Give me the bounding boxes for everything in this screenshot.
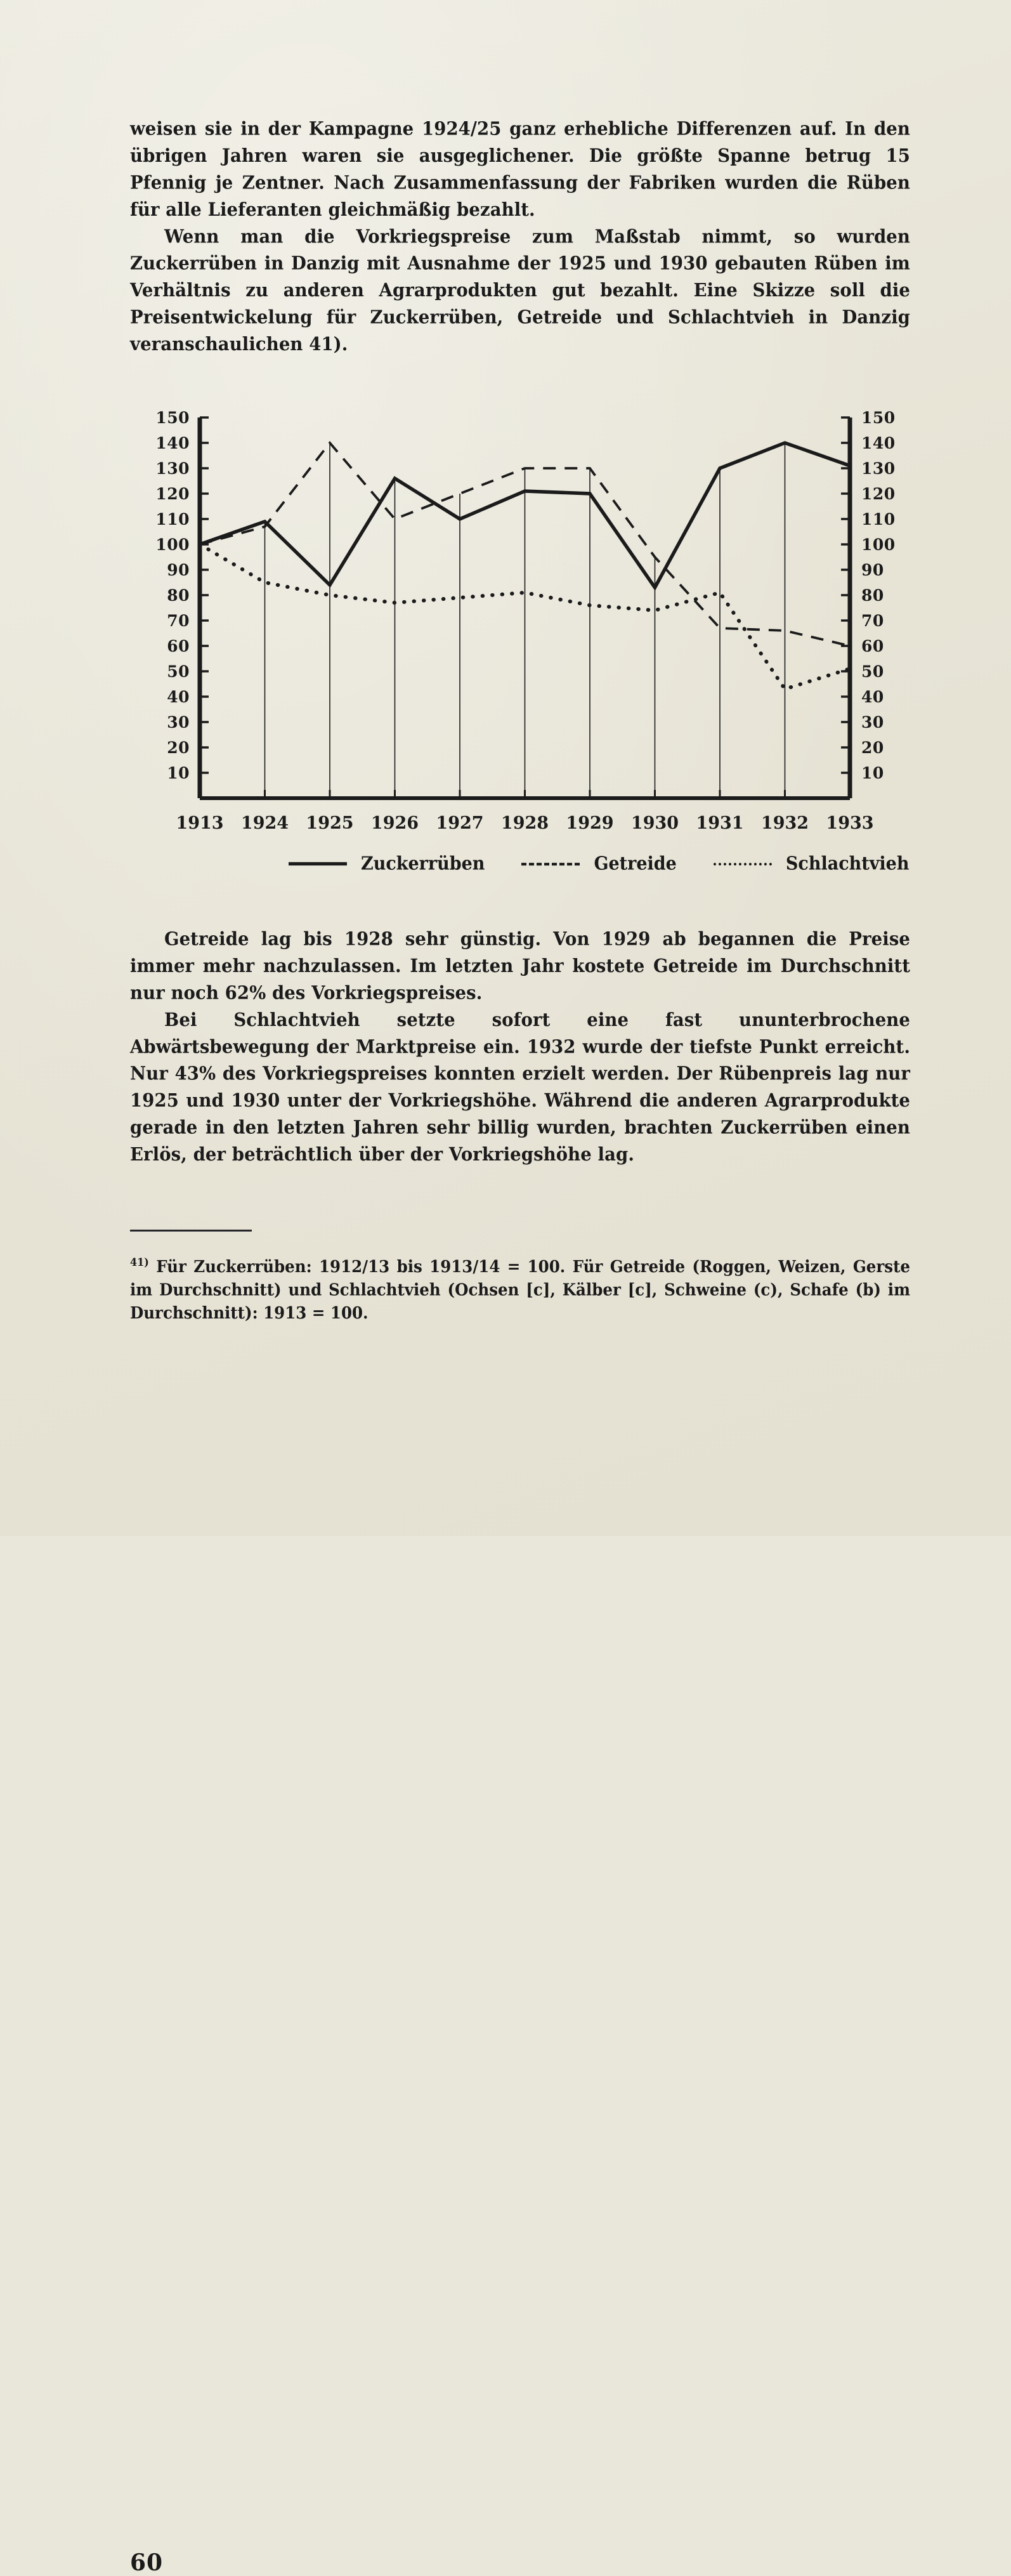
- chart-y-label-right: 40: [861, 688, 884, 706]
- legend-swatch-dashed: [521, 862, 580, 865]
- legend-label-zuckerruben: Zuckerrüben: [361, 853, 485, 874]
- chart-y-label-right: 20: [861, 739, 884, 757]
- chart-y-label-left: 40: [167, 688, 190, 706]
- top-text-block: weisen sie in der Kampagne 1924/25 ganz …: [130, 115, 910, 355]
- paragraph-3: Getreide lag bis 1928 sehr günstig. Von …: [130, 928, 910, 1004]
- chart-series-solid: [199, 441, 851, 591]
- chart-x-label: 1924: [241, 813, 289, 833]
- chart-y-label-left: 60: [167, 637, 190, 655]
- chart-series-dashed: [199, 440, 851, 647]
- chart-y-label-right: 10: [861, 764, 884, 782]
- legend-swatch-dotted: [713, 862, 772, 865]
- page-background: [0, 0, 1011, 1536]
- legend-label-getreide: Getreide: [594, 853, 677, 874]
- chart-y-label-left: 90: [167, 561, 190, 579]
- chart-y-label-left: 110: [155, 510, 190, 529]
- chart-x-label: 1913: [176, 813, 223, 833]
- chart-y-label-left: 20: [167, 739, 190, 757]
- footnote-block: 41) Für Zuckerrüben: 1912/13 bis 1913/14…: [130, 1230, 910, 2576]
- chart-x-label: 1928: [501, 813, 549, 833]
- chart-y-label-left: 80: [167, 586, 190, 605]
- chart-y-label-left: 70: [167, 612, 190, 630]
- chart-y-label-right: 50: [861, 662, 884, 681]
- chart-y-label-right: 80: [861, 586, 884, 605]
- paragraph-group-top: weisen sie in der Kampagne 1924/25 ganz …: [130, 115, 910, 358]
- chart-x-label: 1932: [761, 813, 809, 833]
- chart-y-label-right: 100: [861, 536, 896, 554]
- footnote-text-wrap: 41) Für Zuckerrüben: 1912/13 bis 1913/14…: [130, 1251, 910, 1325]
- chart-y-label-right: 150: [861, 409, 896, 427]
- paragraph-4: Bei Schlachtvieh setzte sofort eine fast…: [130, 1009, 910, 1166]
- legend-label-schlachtvieh: Schlachtvieh: [785, 853, 910, 874]
- chart-y-label-left: 150: [155, 409, 190, 427]
- paragraph-group-bottom: Getreide lag bis 1928 sehr günstig. Von …: [130, 926, 910, 1168]
- chart-y-label-right: 120: [861, 485, 896, 503]
- chart-x-label: 1929: [566, 813, 613, 833]
- chart-y-label-left: 120: [155, 485, 190, 503]
- chart-x-label: 1927: [436, 813, 483, 833]
- chart-x-label: 1926: [371, 813, 419, 833]
- price-development-chart: 150 150 140 140 130 130 120 120 110 110 100 100 90 90…: [124, 406, 923, 876]
- footnote-text: 41) Für Zuckerrüben: 1912/13 bis 1913/14…: [130, 1251, 910, 1325]
- chart-x-label: 1930: [631, 813, 679, 833]
- paragraph-2: Wenn man die Vorkriegspreise zum Maßstab…: [130, 225, 910, 355]
- chart-y-label-left: 140: [155, 434, 190, 452]
- legend-swatch-solid: [289, 862, 347, 866]
- chart-y-label-left: 50: [167, 662, 190, 681]
- chart-y-label-right: 140: [861, 434, 896, 452]
- chart-y-label-right: 70: [861, 612, 884, 630]
- footnote-divider: [130, 1230, 252, 1232]
- chart-y-label-right: 90: [861, 561, 884, 579]
- chart-y-label-right: 30: [861, 713, 884, 732]
- chart-y-label-right: 110: [861, 510, 896, 529]
- chart-x-label: 1933: [826, 813, 873, 833]
- chart-y-label-left: 30: [167, 713, 190, 732]
- chart-series-dotted: [198, 542, 852, 692]
- chart-x-label: 1931: [696, 813, 743, 833]
- paragraph-1: weisen sie in der Kampagne 1924/25 ganz …: [130, 118, 910, 221]
- chart-y-label-right: 60: [861, 637, 884, 655]
- chart-legend: Zuckerrüben Getreide Schlachtvieh: [289, 853, 923, 874]
- chart-y-label-left: 10: [167, 764, 190, 782]
- chart-y-label-left: 100: [155, 536, 190, 554]
- chart-canvas: 150 150 140 140 130 130 120 120 110 110 100 100 90 90…: [155, 409, 896, 833]
- footnote-marker: 41): [130, 1256, 149, 1269]
- chart-y-label-right: 130: [861, 459, 896, 478]
- footnote-body: Für Zuckerrüben: 1912/13 bis 1913/14 = 1…: [130, 1256, 910, 1323]
- chart-y-label-left: 130: [155, 459, 190, 478]
- bottom-text-block: Getreide lag bis 1928 sehr günstig. Von …: [130, 926, 910, 1165]
- chart-x-label: 1925: [306, 813, 353, 833]
- page-number: 60: [130, 2549, 164, 2576]
